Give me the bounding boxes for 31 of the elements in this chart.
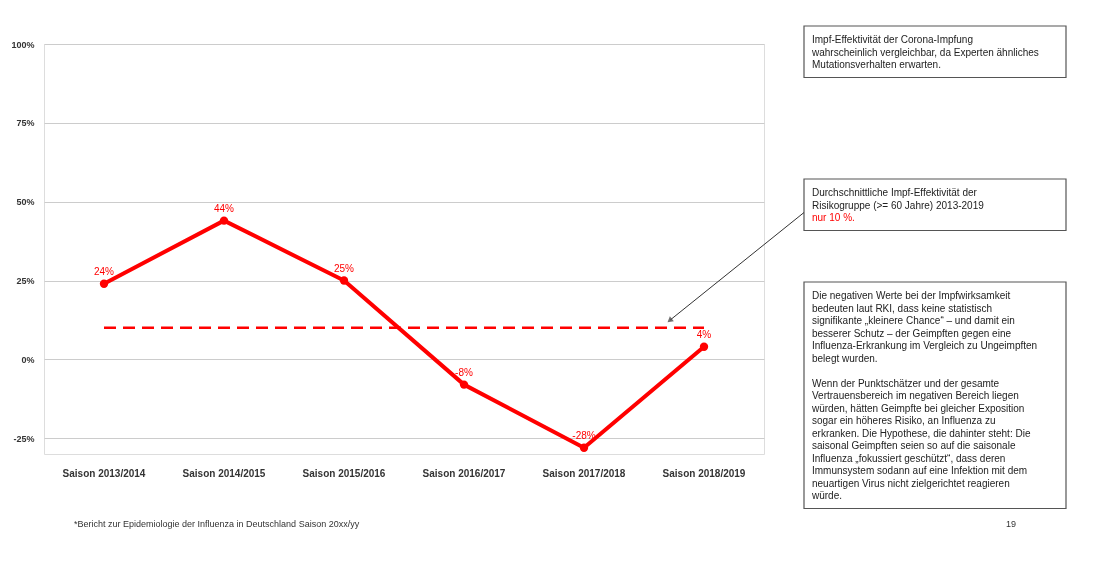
y-tick-label: -25% <box>13 433 35 444</box>
y-tick-label: 0% <box>21 354 35 365</box>
x-tick-label: Saison 2013/2014 <box>62 467 146 479</box>
text: Impf-Effektivität der Corona-Impfung wahrscheinlich vergleichbar, da Experten ähnliches Mutationsverhalten erwarten. <box>811 34 1039 70</box>
text: Wenn der Punktschätzer und der gesamte Vertrauensbereich im negativen Bereich liegen würden, hätten Geimpfte bei gleicher Exposition sogar ein höheres Risiko, an Influenza zu erkranken. Die Hypothese, die dahinter steht: Die saisonal Geimpften seien so auf die saisonale Influenza „fokussiert geschützt“, dass deren Immunsystem sodann auf eine Infektion mit dem neuartigen Virus nicht zielgerichtet reagieren würde. <box>812 377 1031 501</box>
data-label: 44% <box>213 202 235 214</box>
y-tick-label: 25% <box>16 276 35 287</box>
point <box>699 342 709 351</box>
x-tick-label: Saison 2017/2018 <box>542 467 626 479</box>
data-label: -8% <box>455 366 473 378</box>
data-label: -28% <box>572 429 596 441</box>
text: 19 <box>1006 519 1017 529</box>
y-tick-label: 50% <box>16 197 35 208</box>
text: Die negativen Werte bei der Impfwirksamkeit bedeuten laut RKI, dass keine statistisch signifikante „kleinere Chance“ – und damit ein besserer Schutz – der Geimpften gegen eine Influenza-Erkrankung im Vergleich zu Ungeimpften belegt wurden. <box>812 290 1038 364</box>
x-tick-label: Saison 2016/2017 <box>422 467 506 479</box>
point <box>219 216 229 225</box>
data-label: 4% <box>696 328 712 340</box>
point <box>339 276 349 285</box>
y-tick-label: 75% <box>16 118 35 129</box>
data-label: 24% <box>93 265 115 277</box>
data-label: 25% <box>333 262 355 274</box>
point <box>459 380 469 389</box>
point <box>579 443 589 452</box>
y-tick-label: 100% <box>11 39 35 50</box>
text: Durchschnittliche Impf-Effektivität der Risikogruppe (>= 60 Jahre) 2013-2019 <box>812 187 985 211</box>
ref-line-label: nur 10 %. <box>812 212 855 223</box>
text: *Bericht zur Epidemiologie der Influenza in Deutschland Saison 20xx/yy <box>74 519 360 529</box>
x-tick-label: Saison 2014/2015 <box>182 467 266 479</box>
x-tick-label: Saison 2015/2016 <box>302 467 386 479</box>
point <box>99 279 109 288</box>
x-tick-label: Saison 2018/2019 <box>662 467 746 479</box>
